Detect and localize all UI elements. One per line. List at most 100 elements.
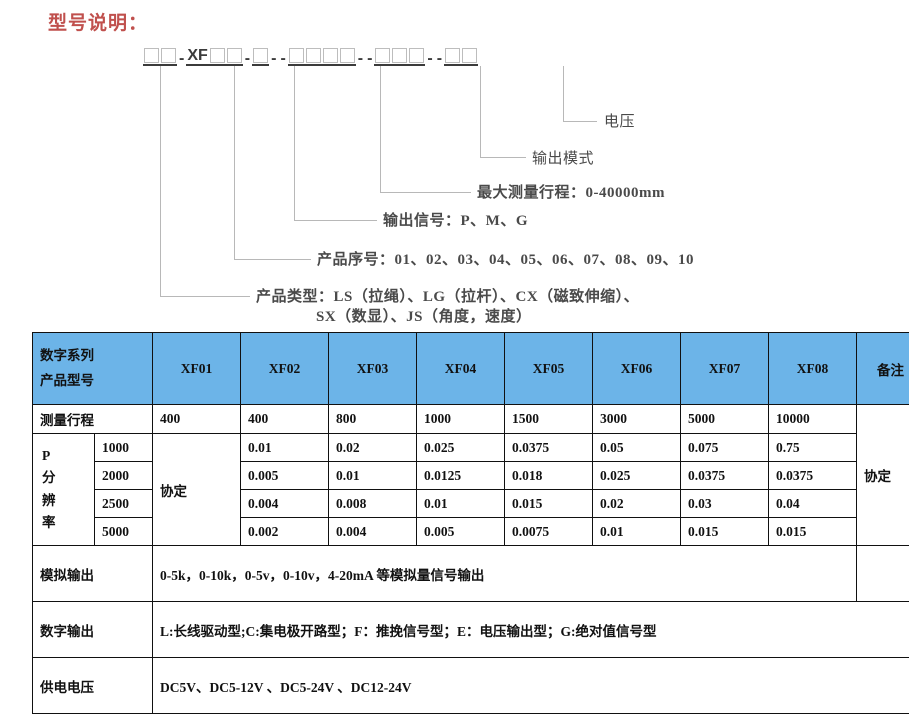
leader-line-product-serial	[234, 66, 235, 260]
header-cell-xf05: XF05	[505, 333, 593, 405]
res-1000-xf02: 0.01	[241, 434, 329, 462]
code-box	[323, 48, 338, 63]
code-group-output-signal	[252, 48, 269, 66]
code-box	[227, 48, 242, 63]
header-cell-xf01: XF01	[153, 333, 241, 405]
range-xf08: 10000	[769, 405, 857, 434]
res-2000-xf04: 0.0125	[417, 462, 505, 490]
leader-line-product-type	[160, 66, 161, 297]
table-row-resolution-1000: P 分 辨 率 1000 协定 0.01 0.02 0.025 0.0375 0…	[33, 434, 909, 462]
pulse-5000: 5000	[95, 518, 153, 546]
res-5000-xf03: 0.004	[329, 518, 417, 546]
leader-line-voltage	[563, 66, 564, 122]
code-group-output-mode	[374, 48, 425, 66]
code-box	[210, 48, 225, 63]
leader-line-output-signal-h	[294, 220, 377, 221]
res-1000-xf03: 0.02	[329, 434, 417, 462]
code-dash: -	[243, 51, 252, 66]
res-2000-xf05: 0.018	[505, 462, 593, 490]
row-label-digital-output: 数字输出	[33, 602, 153, 658]
resolution-label-char-1: 分	[42, 470, 56, 485]
code-box	[289, 48, 304, 63]
code-dash: -	[356, 51, 365, 66]
table-row-range: 测量行程 400 400 800 1000 1500 3000 5000 100…	[33, 405, 909, 434]
res-2000-xf08: 0.0375	[769, 462, 857, 490]
header-cell-series: 数字系列 产品型号	[33, 333, 153, 405]
code-dash: -	[177, 51, 186, 66]
res-2000-xf06: 0.025	[593, 462, 681, 490]
code-dash: -	[365, 51, 374, 66]
pulse-2500: 2500	[95, 490, 153, 518]
callout-output-signal: 输出信号：P、M、G	[383, 209, 528, 230]
range-xf02: 400	[241, 405, 329, 434]
remark-cell-analog	[857, 546, 909, 602]
resolution-label-char-0: P	[42, 448, 50, 463]
res-1000-xf06: 0.05	[593, 434, 681, 462]
resolution-label-char-2: 辨	[42, 493, 56, 508]
code-box	[161, 48, 176, 63]
callout-voltage: 电压	[604, 110, 635, 131]
model-code-strip: - XF - - - - - - -	[143, 40, 478, 66]
page-title: 型号说明：	[48, 8, 148, 35]
res-1000-xf04: 0.025	[417, 434, 505, 462]
res-2500-xf05: 0.015	[505, 490, 593, 518]
value-supply-voltage: DC5V、DC5-12V 、DC5-24V 、DC12-24V	[153, 658, 909, 714]
callout-product-type-line2: SX（数显）、JS（角度，速度）	[316, 305, 532, 326]
res-5000-xf05: 0.0075	[505, 518, 593, 546]
header-cell-xf08: XF08	[769, 333, 857, 405]
res-1000-xf08: 0.75	[769, 434, 857, 462]
header-cell-xf03: XF03	[329, 333, 417, 405]
resolution-label-char-3: 率	[42, 515, 56, 530]
leader-line-product-type-h	[160, 296, 250, 297]
code-group-voltage	[444, 48, 478, 66]
code-dash: -	[269, 51, 278, 66]
res-5000-xf07: 0.015	[681, 518, 769, 546]
row-label-resolution: P 分 辨 率	[33, 434, 95, 546]
leader-line-product-serial-h	[234, 259, 311, 260]
range-xf04: 1000	[417, 405, 505, 434]
spec-table: 数字系列 产品型号 XF01 XF02 XF03 XF04 XF05 XF06 …	[32, 332, 909, 714]
header-series-line2: 产品型号	[40, 373, 94, 388]
remark-cell-agreement: 协定	[857, 405, 909, 546]
pulse-1000: 1000	[95, 434, 153, 462]
res-2000-xf07: 0.0375	[681, 462, 769, 490]
range-xf07: 5000	[681, 405, 769, 434]
res-5000-xf04: 0.005	[417, 518, 505, 546]
leader-line-output-signal	[294, 66, 295, 221]
table-row-supply-voltage: 供电电压 DC5V、DC5-12V 、DC5-24V 、DC12-24V	[33, 658, 909, 714]
code-group-product-type	[143, 48, 177, 66]
leader-line-max-range-h	[380, 192, 471, 193]
res-5000-xf02: 0.002	[241, 518, 329, 546]
leader-line-output-mode	[480, 66, 481, 158]
row-label-analog-output: 模拟输出	[33, 546, 153, 602]
code-group-serial: XF	[186, 48, 242, 66]
callout-output-mode: 输出模式	[532, 147, 594, 168]
res-2500-xf04: 0.01	[417, 490, 505, 518]
header-cell-xf04: XF04	[417, 333, 505, 405]
code-box	[445, 48, 460, 63]
table-row-digital-output: 数字输出 L:长线驱动型;C:集电极开路型；F：推挽信号型；E：电压输出型；G:…	[33, 602, 909, 658]
value-analog-output: 0-5k，0-10k，0-5v，0-10v，4-20mA 等模拟量信号输出	[153, 546, 857, 602]
res-5000-xf06: 0.01	[593, 518, 681, 546]
code-box	[253, 48, 268, 63]
leader-line-output-mode-h	[480, 157, 526, 158]
range-xf05: 1500	[505, 405, 593, 434]
resolution-xf01-agreement: 协定	[153, 434, 241, 546]
code-box	[306, 48, 321, 63]
code-box	[409, 48, 424, 63]
row-label-supply-voltage: 供电电压	[33, 658, 153, 714]
header-cell-xf02: XF02	[241, 333, 329, 405]
leader-line-max-range	[380, 66, 381, 193]
pulse-2000: 2000	[95, 462, 153, 490]
header-cell-xf07: XF07	[681, 333, 769, 405]
code-dash: -	[435, 51, 444, 66]
callout-product-type-line1: 产品类型：LS（拉绳）、LG（拉杆）、CX（磁致伸缩）、	[256, 285, 639, 306]
res-2000-xf02: 0.005	[241, 462, 329, 490]
code-box	[375, 48, 390, 63]
res-2500-xf08: 0.04	[769, 490, 857, 518]
header-cell-remark: 备注	[857, 333, 909, 405]
header-cell-xf06: XF06	[593, 333, 681, 405]
code-box	[340, 48, 355, 63]
table-row-analog-output: 模拟输出 0-5k，0-10k，0-5v，0-10v，4-20mA 等模拟量信号…	[33, 546, 909, 602]
res-2000-xf03: 0.01	[329, 462, 417, 490]
